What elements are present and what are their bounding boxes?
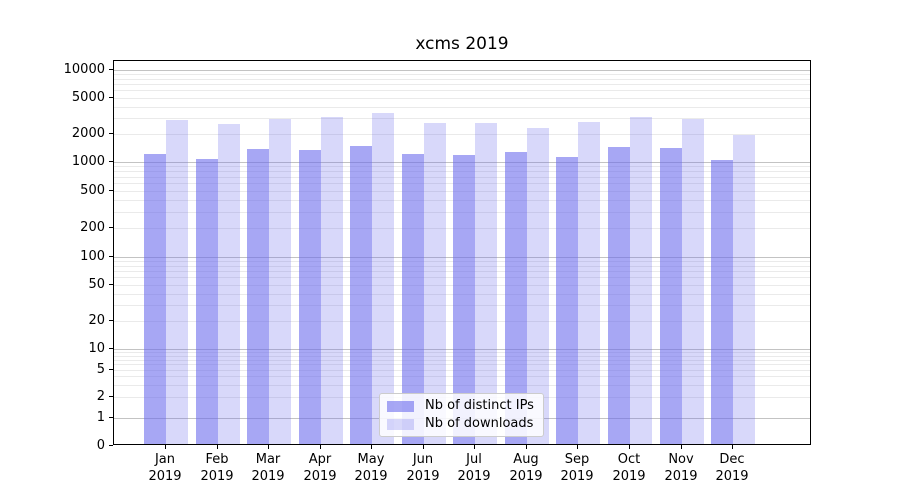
bar-downloads-oct [630, 117, 652, 444]
legend-swatch-distinct-ips [387, 400, 414, 412]
x-tick-label-nov: Nov 2019 [664, 452, 698, 484]
bar-downloads-jul [475, 123, 497, 444]
y-tick-mark [109, 69, 113, 70]
bar-distinct-ips-jul [453, 155, 475, 444]
x-tick-label-mar: Mar 2019 [251, 452, 285, 484]
bar-downloads-feb [218, 124, 240, 444]
x-tick-mark [629, 445, 630, 449]
bar-downloads-jan [166, 120, 188, 444]
y-tick-label-2000: 2000 [71, 126, 105, 141]
y-tick-label-10: 10 [88, 341, 105, 356]
y-tick-label-20: 20 [88, 313, 105, 328]
y-tick-mark [109, 227, 113, 228]
bar-downloads-nov [682, 119, 704, 444]
bar-downloads-jun [424, 123, 446, 444]
x-tick-label-jul: Jul 2019 [457, 452, 491, 484]
y-tick-label-50: 50 [88, 277, 105, 292]
legend-swatch-downloads [387, 418, 414, 430]
y-tick-mark [109, 445, 113, 446]
gridline-minor [114, 79, 810, 80]
y-tick-label-5000: 5000 [71, 90, 105, 105]
y-tick-label-10000: 10000 [63, 62, 105, 77]
y-tick-mark [109, 320, 113, 321]
x-tick-mark [423, 445, 424, 449]
y-tick-mark [109, 284, 113, 285]
y-tick-label-1000: 1000 [71, 154, 105, 169]
legend-label: Nb of downloads [425, 416, 534, 431]
legend-label: Nb of distinct IPs [425, 398, 534, 413]
legend: Nb of distinct IPs Nb of downloads [379, 393, 544, 437]
bar-distinct-ips-oct [608, 147, 630, 444]
y-tick-label-100: 100 [80, 249, 105, 264]
x-tick-label-dec: Dec 2019 [715, 452, 749, 484]
x-tick-label-feb: Feb 2019 [200, 452, 234, 484]
gridline-minor [114, 134, 810, 135]
bar-distinct-ips-feb [196, 159, 218, 444]
y-tick-label-0: 0 [96, 438, 105, 453]
x-tick-mark [268, 445, 269, 449]
y-tick-mark [109, 417, 113, 418]
gridline-major [114, 70, 810, 71]
gridline-minor [114, 84, 810, 85]
x-tick-mark [371, 445, 372, 449]
y-tick-mark [109, 396, 113, 397]
gridline-minor [114, 74, 810, 75]
y-tick-mark [109, 256, 113, 257]
y-tick-mark [109, 348, 113, 349]
bar-distinct-ips-nov [660, 148, 682, 444]
bar-distinct-ips-sep [556, 157, 578, 444]
y-tick-mark [109, 97, 113, 98]
x-tick-mark [681, 445, 682, 449]
x-tick-mark [526, 445, 527, 449]
bar-downloads-may [372, 113, 394, 444]
x-tick-label-jan: Jan 2019 [148, 452, 182, 484]
bar-downloads-mar [269, 119, 291, 444]
x-tick-mark [577, 445, 578, 449]
y-tick-label-200: 200 [80, 220, 105, 235]
bar-downloads-sep [578, 122, 600, 444]
bar-distinct-ips-dec [711, 160, 733, 444]
x-tick-mark [732, 445, 733, 449]
gridline-minor [114, 98, 810, 99]
gridline-minor [114, 107, 810, 108]
y-tick-label-1: 1 [96, 410, 105, 425]
x-tick-label-aug: Aug 2019 [509, 452, 543, 484]
x-tick-label-may: May 2019 [354, 452, 388, 484]
x-tick-label-apr: Apr 2019 [303, 452, 337, 484]
gridline-minor [114, 118, 810, 119]
legend-row: Nb of distinct IPs [387, 399, 534, 413]
chart-title: xcms 2019 [415, 34, 509, 54]
bar-distinct-ips-jun [402, 154, 424, 444]
bar-downloads-dec [733, 135, 755, 444]
x-tick-mark [217, 445, 218, 449]
legend-row: Nb of downloads [387, 417, 534, 431]
bar-distinct-ips-aug [505, 152, 527, 444]
bar-distinct-ips-may [350, 146, 372, 444]
x-tick-label-sep: Sep 2019 [560, 452, 594, 484]
x-tick-label-jun: Jun 2019 [406, 452, 440, 484]
plot-area [113, 60, 811, 445]
bar-downloads-apr [321, 117, 343, 444]
y-tick-label-5: 5 [96, 362, 105, 377]
y-tick-mark [109, 161, 113, 162]
x-tick-label-oct: Oct 2019 [612, 452, 646, 484]
gridline-minor [114, 90, 810, 91]
x-tick-mark [320, 445, 321, 449]
bar-distinct-ips-apr [299, 150, 321, 444]
bar-downloads-aug [527, 128, 549, 444]
x-tick-mark [474, 445, 475, 449]
y-tick-mark [109, 369, 113, 370]
bar-distinct-ips-jan [144, 154, 166, 444]
y-tick-mark [109, 133, 113, 134]
y-tick-label-500: 500 [80, 183, 105, 198]
x-tick-mark [165, 445, 166, 449]
y-tick-label-2: 2 [96, 389, 105, 404]
bar-distinct-ips-mar [247, 149, 269, 444]
y-tick-mark [109, 190, 113, 191]
